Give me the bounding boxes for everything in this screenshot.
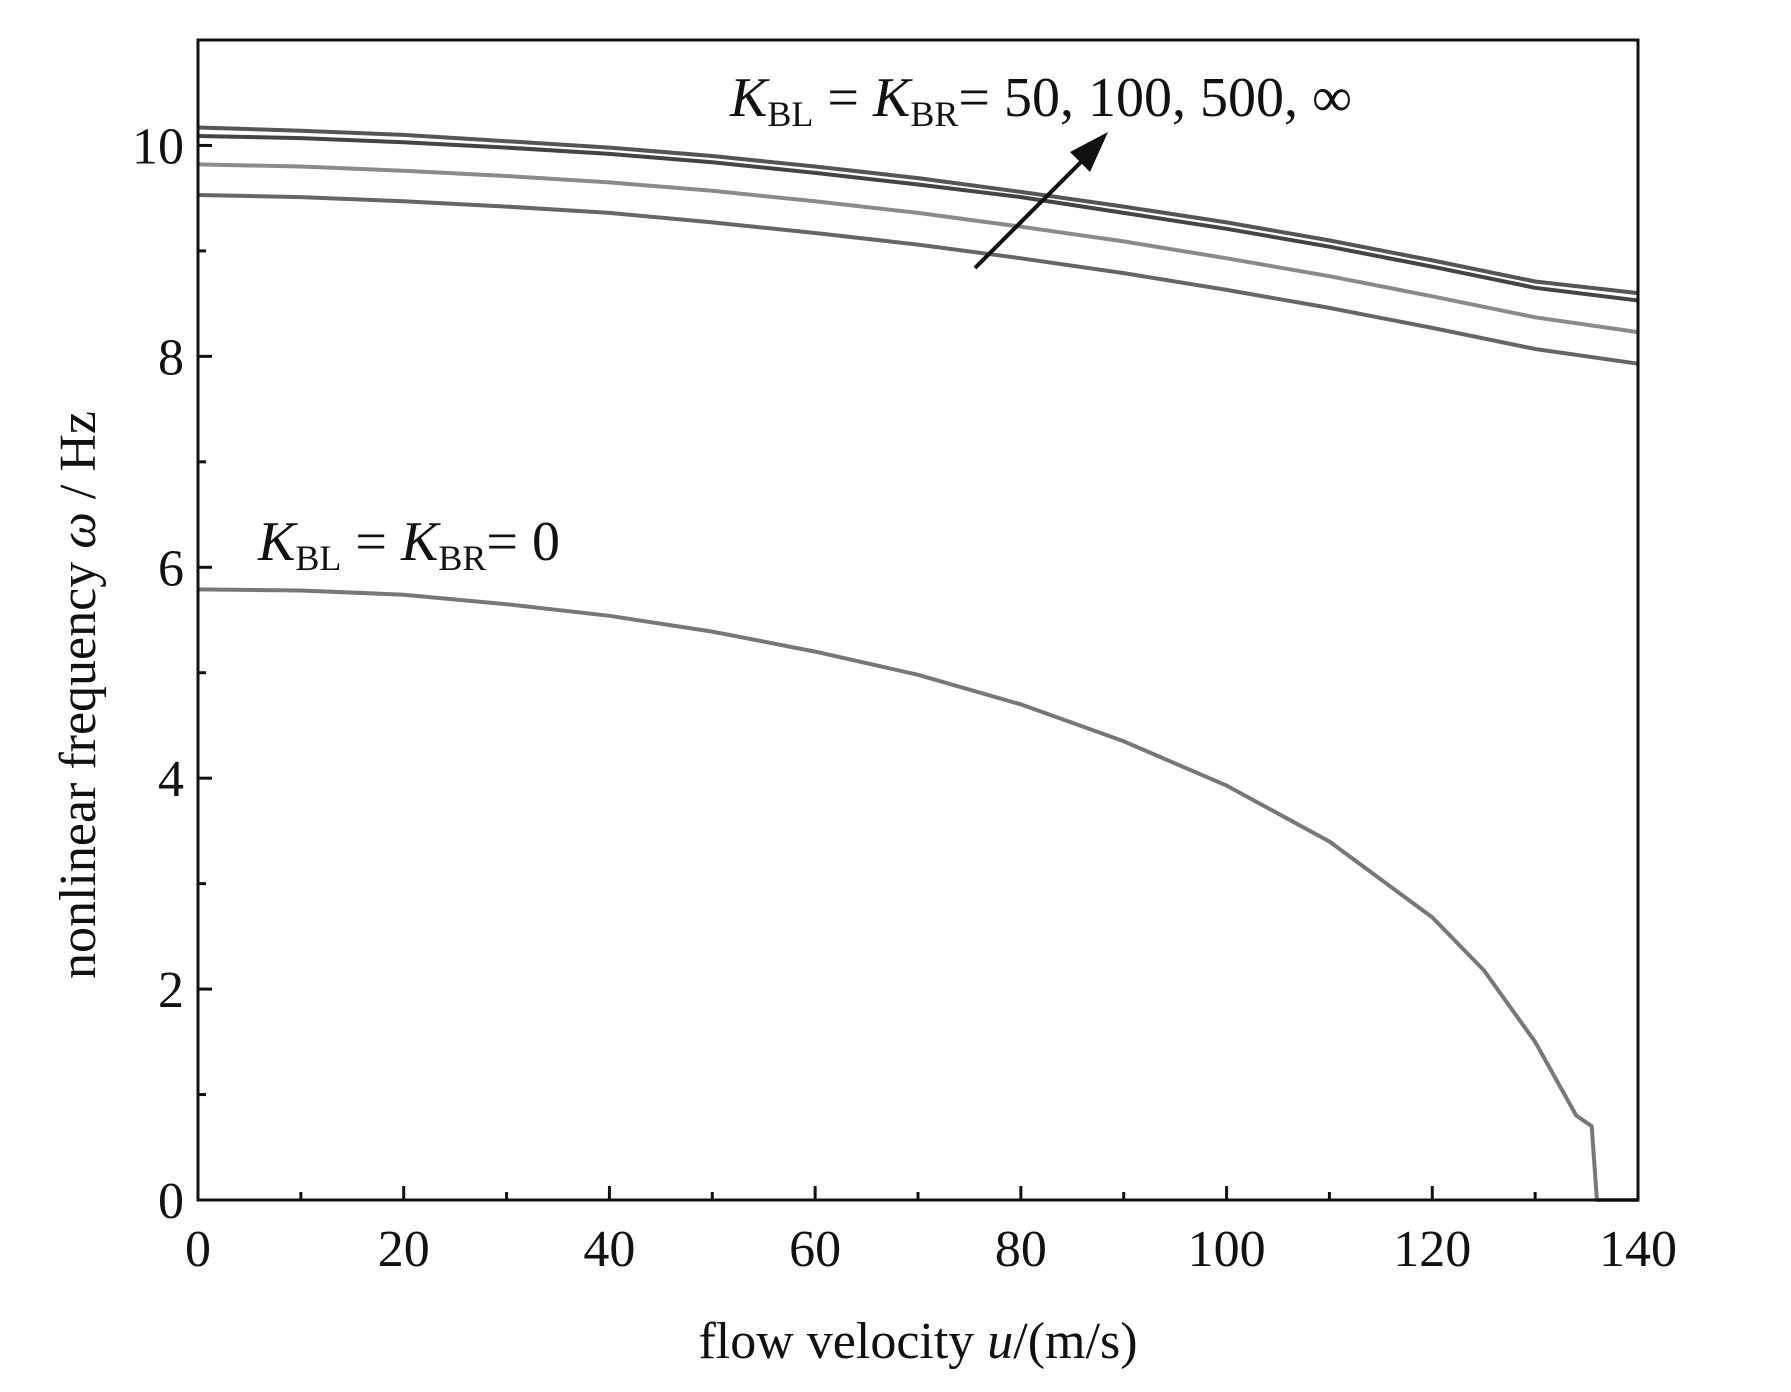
y-tick-label: 6: [158, 540, 184, 597]
series-line-5: [197, 587, 1638, 1202]
y-tick-label: 8: [158, 329, 184, 386]
annotation-stiff: KBL = KBR= 50, 100, 500, ∞: [729, 67, 1352, 134]
x-tick-label: 100: [1188, 1221, 1266, 1278]
y-tick-label: 2: [158, 962, 184, 1019]
series-line-2: [197, 134, 1639, 303]
annotation-arrow: [973, 146, 1097, 270]
series-line-3: [197, 162, 1639, 335]
y-tick-label: 10: [132, 118, 184, 175]
x-tick-label: 120: [1393, 1221, 1471, 1278]
annotation-arrow-head: [1070, 132, 1108, 172]
x-tick-label: 40: [583, 1221, 635, 1278]
x-tick-label: 0: [185, 1221, 211, 1278]
x-axis-title: flow velocity u/(m/s): [698, 1313, 1137, 1370]
ticks-layer: [196, 38, 1640, 1202]
y-tick-label: 4: [158, 751, 184, 808]
x-tick-label: 20: [378, 1221, 430, 1278]
series-layer: [197, 125, 1639, 1202]
x-tick-label: 60: [789, 1221, 841, 1278]
series-line-4: [197, 193, 1639, 366]
y-tick-label: 0: [158, 1173, 184, 1230]
labels-layer: 0 20 40 60 80 100 120 140 0 2 4 6 8 10: [132, 118, 1677, 1278]
y-axis-title: nonlinear frequency ω / Hz: [50, 411, 107, 979]
annotation-zero: KBL = KBR= 0: [257, 511, 560, 578]
series-line-1: [197, 125, 1639, 296]
x-tick-label: 80: [995, 1221, 1047, 1278]
x-tick-label: 140: [1599, 1221, 1677, 1278]
